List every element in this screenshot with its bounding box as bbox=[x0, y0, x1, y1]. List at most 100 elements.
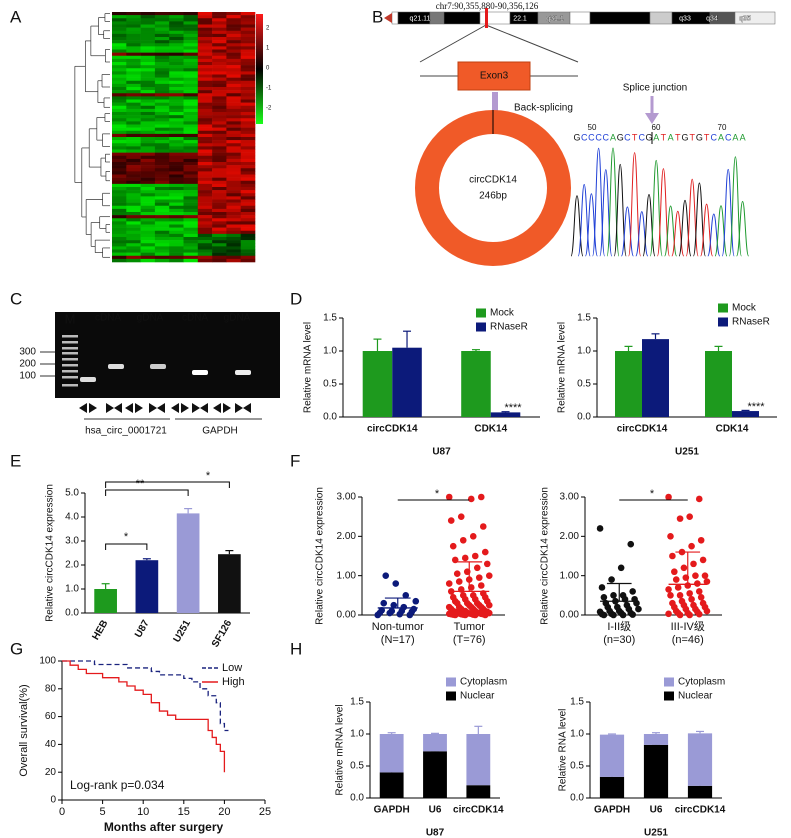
heatmap-cell bbox=[140, 205, 156, 210]
heatmap-cell bbox=[154, 133, 170, 138]
bar-segment bbox=[599, 734, 625, 777]
heatmap-cell bbox=[212, 168, 227, 172]
heatmap-cell bbox=[183, 187, 199, 191]
dot bbox=[665, 610, 672, 618]
heatmap-cell bbox=[126, 33, 141, 38]
heatmap-cell bbox=[126, 174, 141, 178]
heatmap-cell bbox=[197, 180, 213, 185]
y-tick-label: 20 bbox=[45, 767, 57, 778]
heatmap-cell bbox=[126, 149, 141, 153]
heatmap-cell bbox=[126, 80, 141, 85]
dot bbox=[453, 570, 461, 577]
heatmap-cell bbox=[112, 27, 127, 32]
legend-label: Mock bbox=[490, 308, 515, 319]
heatmap-cell bbox=[226, 87, 241, 91]
heatmap-cell bbox=[183, 140, 199, 144]
heatmap-cell bbox=[212, 105, 227, 110]
heatmap-cell bbox=[240, 193, 256, 197]
heatmap-cell bbox=[112, 155, 127, 160]
heatmap-cell bbox=[197, 140, 213, 144]
heatmap-cell bbox=[112, 15, 127, 19]
gel-band bbox=[108, 364, 124, 369]
heatmap-cell bbox=[112, 190, 127, 194]
y-tick-label: 1.0 bbox=[323, 346, 337, 357]
heatmap-cell bbox=[112, 40, 127, 44]
heatmap-cell bbox=[126, 215, 141, 219]
heatmap-cell bbox=[212, 180, 227, 185]
heatmap-cell bbox=[126, 255, 141, 260]
heatmap-cell bbox=[169, 74, 184, 78]
heatmap-cell bbox=[240, 90, 256, 94]
dot bbox=[703, 607, 711, 615]
y-tick-label: 0.5 bbox=[570, 761, 584, 772]
heatmap-cell bbox=[126, 218, 141, 222]
trace-peak bbox=[599, 169, 613, 257]
heatmap-cell bbox=[226, 105, 241, 110]
y-tick-label: 100 bbox=[39, 656, 56, 667]
heatmap-cell bbox=[197, 224, 213, 228]
heatmap-cell bbox=[112, 243, 127, 247]
heatmap-cell bbox=[197, 133, 213, 138]
heatmap-cell bbox=[169, 199, 184, 203]
heatmap-cell bbox=[112, 71, 127, 75]
dot bbox=[459, 536, 467, 544]
heatmap-cell bbox=[112, 218, 127, 222]
heatmap-cell bbox=[197, 43, 213, 47]
dot bbox=[629, 588, 636, 595]
heatmap-cell bbox=[169, 152, 184, 157]
heatmap-cell bbox=[126, 87, 141, 91]
heatmap-cell bbox=[112, 249, 127, 253]
survival-curve bbox=[62, 660, 226, 773]
heatmap-cell bbox=[226, 196, 241, 200]
heatmap-cell bbox=[169, 171, 184, 175]
junction-label: Splice junction bbox=[623, 83, 687, 94]
heatmap-cell bbox=[154, 121, 170, 125]
heatmap-cell bbox=[212, 143, 227, 147]
heatmap-cell bbox=[112, 37, 127, 41]
heatmap-cell bbox=[197, 158, 213, 163]
heatmap-cell bbox=[154, 33, 170, 38]
y-tick-label: 0.5 bbox=[577, 379, 591, 390]
heatmap-cell bbox=[197, 12, 213, 16]
heatmap-cell bbox=[197, 37, 213, 41]
bar bbox=[461, 351, 491, 417]
bar-segment bbox=[379, 772, 404, 798]
chromosome-band bbox=[734, 11, 776, 25]
y-tick-label: 0.0 bbox=[350, 793, 364, 804]
heatmap-cell bbox=[183, 93, 199, 97]
heatmap-cell bbox=[226, 15, 241, 19]
heatmap-cell bbox=[169, 108, 184, 113]
heatmap-cell bbox=[212, 177, 227, 182]
heatmap-cell bbox=[240, 218, 256, 222]
heatmap-cell bbox=[140, 30, 156, 35]
heatmap-cell bbox=[183, 49, 199, 53]
heatmap-cell bbox=[183, 99, 199, 103]
annotation: * bbox=[650, 488, 655, 500]
heatmap-cell bbox=[240, 143, 256, 147]
heatmap-cell bbox=[183, 115, 199, 119]
heatmap-cell bbox=[154, 158, 170, 163]
step-label: Back-splicing bbox=[514, 103, 573, 114]
heatmap-cell bbox=[169, 124, 184, 128]
heatmap-cell bbox=[154, 202, 170, 207]
heatmap-cell bbox=[140, 112, 156, 116]
heatmap-cell bbox=[140, 15, 156, 19]
heatmap-cell bbox=[240, 102, 256, 107]
heatmap-cell bbox=[126, 221, 141, 225]
heatmap-cell bbox=[183, 18, 199, 22]
dot bbox=[483, 560, 491, 568]
heatmap-cell bbox=[226, 43, 241, 47]
heatmap-cell bbox=[212, 74, 227, 78]
heatmap-cell bbox=[112, 177, 127, 182]
heatmap-cell bbox=[212, 171, 227, 175]
heatmap-cell bbox=[140, 246, 156, 250]
heatmap-cell bbox=[197, 96, 213, 100]
panel-c: M cDNA gDNA cDNA gDNA 300 200 100 hsa_ci… bbox=[19, 311, 280, 437]
heatmap-cell bbox=[183, 121, 199, 125]
heatmap-cell bbox=[226, 162, 241, 166]
heatmap-cell bbox=[212, 140, 227, 144]
heatmap-cell bbox=[212, 133, 227, 138]
trace-peak bbox=[707, 213, 721, 257]
heatmap-cell bbox=[154, 146, 170, 150]
heatmap-cell bbox=[126, 40, 141, 44]
